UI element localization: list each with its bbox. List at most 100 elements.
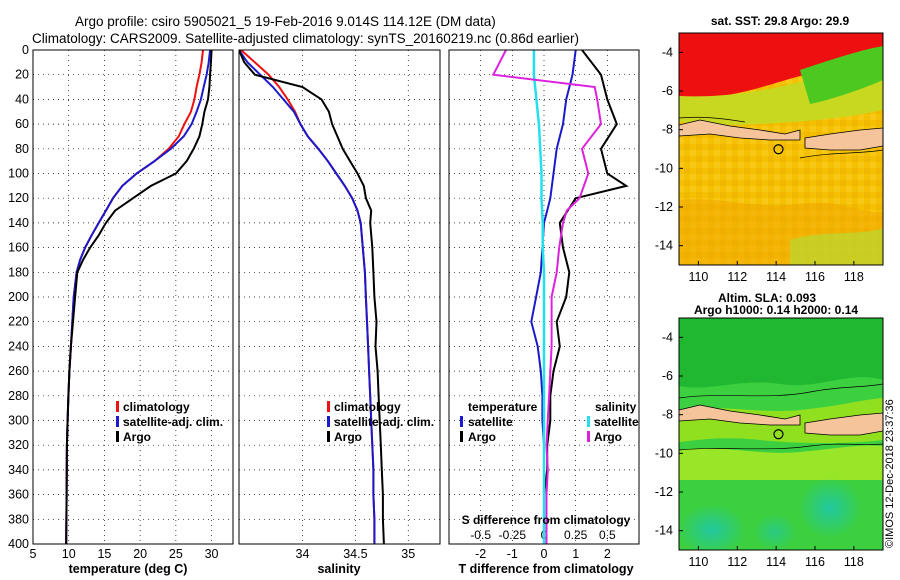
x-tick-label: 25 [169, 547, 183, 561]
depth-tick-label: 60 [15, 117, 29, 131]
difference-frame [448, 49, 640, 545]
t-diff-tick-label: -1 [507, 547, 518, 561]
depth-tick-label: 160 [8, 241, 29, 255]
s-diff-tick-label: -0.25 [499, 528, 527, 542]
legend-label-salinity-argo: Argo [594, 430, 622, 444]
temperature-argo-diff-line [543, 50, 629, 544]
legend-title-temperature: temperature [468, 400, 538, 414]
x-tick-label: 34.5 [343, 547, 367, 561]
depth-tick-label: 0 [22, 43, 29, 57]
depth-tick-label: 340 [8, 463, 29, 477]
t-diff-tick-label: 2 [604, 547, 611, 561]
t-diff-tick-label: 0 [541, 547, 548, 561]
s-diff-tick-label: 0.5 [599, 528, 616, 542]
argo-location-marker [773, 429, 784, 440]
salinity-xlabel: salinity [317, 562, 360, 576]
legend-swatch-satellite [116, 416, 119, 427]
legend-label-argo: Argo [334, 430, 362, 444]
argo-location-marker [773, 144, 784, 155]
figure-title-line2: Climatology: CARS2009. Satellite-adjuste… [32, 31, 579, 46]
salinity-legend: climatology satellite-adj. clim. Argo [327, 400, 434, 444]
x-tick-label: 30 [205, 547, 219, 561]
lon-tick-label: 114 [766, 555, 786, 569]
salinity-x-axis: 34 34.5 35 [296, 547, 416, 561]
lat-tick-label: -4 [662, 330, 673, 344]
depth-tick-label: 300 [8, 414, 29, 428]
x-tick-label: 34 [296, 547, 310, 561]
x-tick-label: 35 [401, 547, 415, 561]
temperature-x-axis: 5 10 15 20 25 30 [30, 547, 219, 561]
sst-map-title: sat. SST: 29.8 Argo: 29.9 [711, 14, 850, 28]
salinity-satellite-diff-line [532, 50, 546, 544]
s-diff-tick-label: -0.5 [470, 528, 491, 542]
legend-label-argo: Argo [123, 430, 151, 444]
legend-swatch-salinity-argo [587, 431, 590, 442]
lat-tick-label: -14 [655, 524, 673, 538]
legend-swatch-satellite [327, 416, 330, 427]
lat-tick-label: -10 [655, 446, 673, 460]
sst-map-axes: 110 112 114 116 118 -4 -6 -8 -10 -12 -14 [655, 45, 864, 284]
legend-title-salinity: salinity [595, 400, 637, 414]
java-island [679, 404, 801, 426]
salinity-frame [238, 49, 441, 545]
temperature-xlabel: temperature (deg C) [69, 562, 188, 576]
depth-tick-label: 80 [15, 142, 29, 156]
lat-tick-label: -6 [662, 84, 673, 98]
lon-tick-label: 112 [727, 270, 747, 284]
climatology-temperature-line [65, 50, 204, 544]
t-difference-xlabel: T difference from climatology [458, 562, 633, 576]
depth-tick-label: 240 [8, 339, 29, 353]
legend-label-satellite: satellite-adj. clim. [123, 415, 223, 429]
t-diff-tick-label: -2 [475, 547, 486, 561]
depth-tick-label: 260 [8, 364, 29, 378]
legend-swatch-climatology [327, 401, 330, 412]
depth-tick-label: 20 [15, 68, 29, 82]
depth-tick-label: 320 [8, 438, 29, 452]
legend-swatch-salinity-satellite [587, 416, 590, 427]
argo-salinity-line [239, 50, 385, 544]
salinity-panel: 34 34.5 35 salinity climatology satellite-… [238, 49, 441, 576]
satellite-salinity-line [239, 50, 376, 544]
legend-swatch-argo [327, 431, 330, 442]
lon-tick-label: 110 [688, 270, 708, 284]
depth-axis: 0 20 40 60 80 100 120 140 160 180 200 220 240 260 280 3… [8, 43, 29, 551]
sla-map-axes: 110 112 114 116 118 -4 -6 -8 -10 -12 -14 [655, 330, 864, 569]
sla-map-frame [678, 317, 884, 551]
sla-map-title: Altim. SLA: 0.093 [718, 291, 816, 305]
lon-tick-label: 118 [844, 555, 864, 569]
s-difference-x-axis: -0.5 -0.25 0 0.25 0.5 [470, 528, 616, 542]
legend-swatch-climatology [116, 401, 119, 412]
legend-swatch-temperature-satellite [460, 416, 463, 427]
legend-label-temperature-satellite: satellite [468, 415, 513, 429]
legend-label-climatology: climatology [334, 400, 401, 414]
figure-title-line1: Argo profile: csiro 5905021_5 19-Feb-201… [75, 14, 496, 29]
x-tick-label: 5 [30, 547, 37, 561]
difference-panel: -2 -1 0 1 2 -0.5 -0.25 0 0.25 0.5 S difference f… [448, 49, 640, 576]
footer-credit: ©IMOS 12-Dec-2018 23:37:36 [884, 399, 896, 548]
depth-tick-label: 120 [8, 191, 29, 205]
lat-tick-label: -8 [662, 123, 673, 137]
temperature-legend: climatology satellite-adj. clim. Argo [116, 400, 223, 444]
difference-legend-left: temperature satellite Argo [460, 400, 538, 444]
sst-map: sat. SST: 29.8 Argo: 29.9 110 112 114 116 11… [655, 14, 884, 284]
sla-map: Altim. SLA: 0.093 Argo h1000: 0.14 h2000… [655, 291, 884, 569]
salinity-grid [239, 50, 440, 544]
sla-map-field [679, 318, 883, 550]
sst-map-frame [678, 32, 884, 266]
lon-tick-label: 114 [766, 270, 786, 284]
x-tick-label: 15 [97, 547, 111, 561]
lon-tick-label: 118 [844, 270, 864, 284]
lat-tick-label: -12 [655, 485, 673, 499]
legend-swatch-argo [116, 431, 119, 442]
s-difference-label: S difference from climatology [462, 513, 631, 527]
s-diff-tick-label: 0.25 [564, 528, 588, 542]
x-tick-label: 20 [133, 547, 147, 561]
depth-tick-label: 200 [8, 290, 29, 304]
temperature-panel: 0 20 40 60 80 100 120 140 160 180 200 220 240 260 280 3… [8, 43, 234, 576]
lesser-sunda-islands [804, 412, 883, 436]
x-tick-label: 10 [62, 547, 76, 561]
t-diff-tick-label: 1 [572, 547, 579, 561]
legend-swatch-temperature-argo [460, 431, 463, 442]
lon-tick-label: 116 [805, 270, 825, 284]
